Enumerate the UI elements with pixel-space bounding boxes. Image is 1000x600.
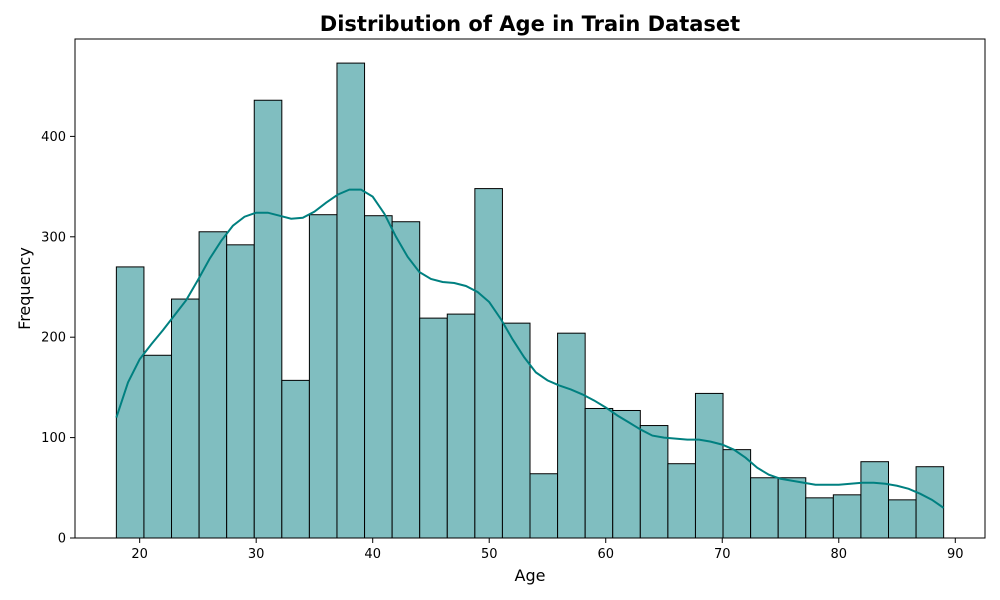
y-tick-label: 0 xyxy=(58,532,66,547)
histogram-bar xyxy=(501,322,531,539)
histogram-bars xyxy=(115,62,945,539)
histogram-bar xyxy=(446,313,476,539)
histogram-bar xyxy=(694,392,724,539)
histogram-bar xyxy=(584,407,614,539)
histogram-bar xyxy=(391,221,421,539)
x-tick-label: 70 xyxy=(714,547,731,562)
histogram-bar xyxy=(474,188,503,539)
x-tick-label: 20 xyxy=(131,547,148,562)
histogram-bar xyxy=(805,497,834,539)
histogram-bar xyxy=(557,332,586,539)
x-tick-label: 60 xyxy=(597,547,614,562)
histogram-bar xyxy=(281,379,310,539)
histogram-bar xyxy=(143,354,173,539)
plot-frame xyxy=(74,38,986,539)
histogram-bar xyxy=(529,473,559,539)
y-axis-ticks: 0 100 200 300 400 xyxy=(41,130,75,547)
y-axis-label: Frequency xyxy=(15,247,34,330)
histogram-bar xyxy=(226,244,255,539)
histogram-bar xyxy=(750,477,779,539)
histogram-bar xyxy=(832,494,862,539)
x-tick-label: 90 xyxy=(947,547,964,562)
histogram-bar xyxy=(860,461,889,539)
histogram-bar xyxy=(639,425,669,539)
x-tick-label: 40 xyxy=(364,547,381,562)
chart-title: Distribution of Age in Train Dataset xyxy=(320,12,740,36)
y-tick-label: 200 xyxy=(41,331,66,346)
histogram-bar xyxy=(887,499,917,539)
histogram-bar xyxy=(336,62,366,539)
x-axis-label: Age xyxy=(515,566,546,585)
x-tick-label: 80 xyxy=(830,547,847,562)
histogram-bar xyxy=(915,466,945,539)
histogram-bar xyxy=(612,409,641,539)
y-tick-label: 300 xyxy=(41,230,66,245)
histogram-bar xyxy=(777,477,807,539)
y-tick-label: 400 xyxy=(41,130,66,145)
histogram-bar xyxy=(198,231,228,539)
kde-curve xyxy=(115,188,945,509)
histogram-bar xyxy=(253,99,283,539)
histogram-bar xyxy=(364,215,393,539)
x-tick-label: 50 xyxy=(481,547,498,562)
histogram-bar xyxy=(419,317,448,539)
histogram-bar xyxy=(171,298,200,539)
histogram-bar xyxy=(308,214,338,539)
y-tick-label: 100 xyxy=(41,431,66,446)
x-axis-ticks: 20 30 40 50 60 70 80 90 xyxy=(131,538,964,562)
histogram-bar xyxy=(722,449,752,539)
x-tick-label: 30 xyxy=(248,547,265,562)
histogram-bar xyxy=(667,463,696,539)
